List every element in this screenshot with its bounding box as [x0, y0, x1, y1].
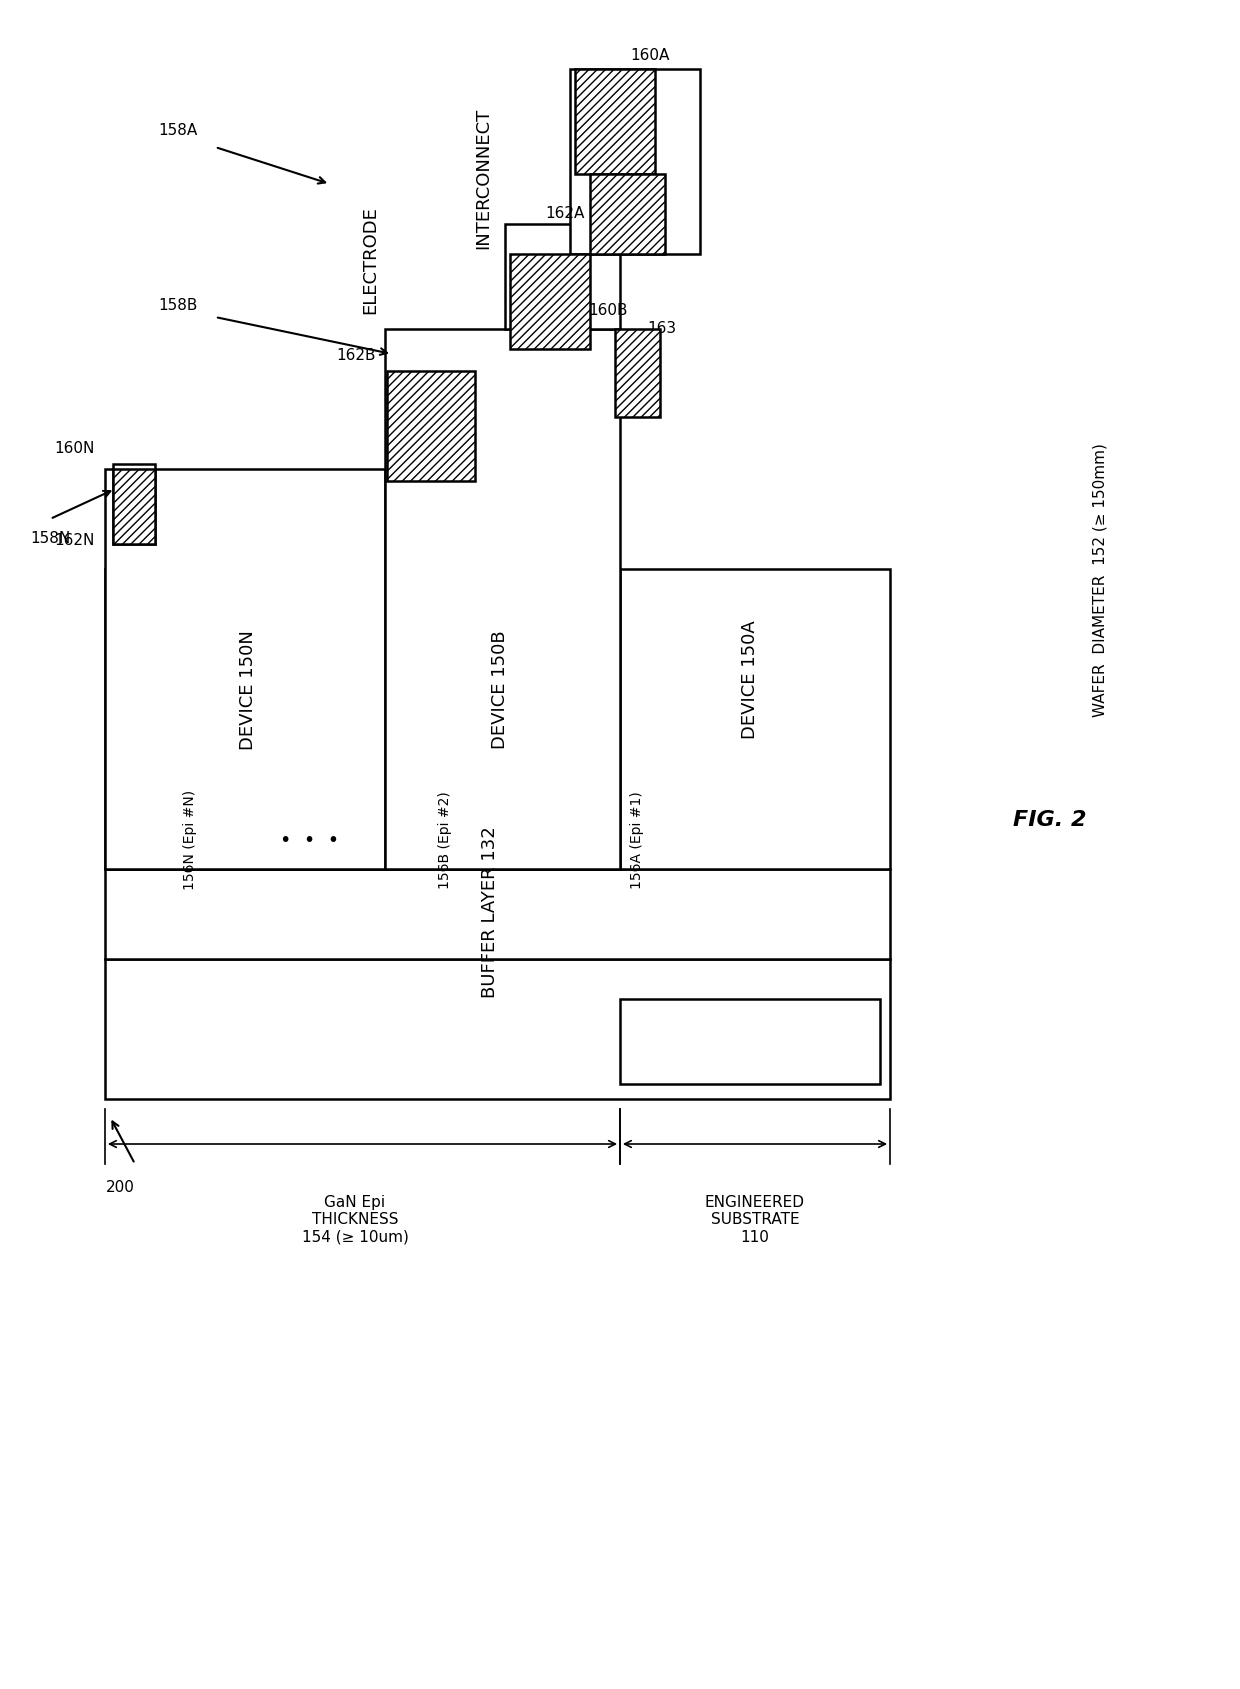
Bar — [202, 799, 229, 870]
Bar — [387, 372, 475, 481]
Text: DEVICE 150B: DEVICE 150B — [491, 630, 508, 748]
Text: 163: 163 — [415, 454, 444, 470]
Bar — [105, 959, 890, 1100]
Bar — [244, 799, 272, 870]
Bar — [113, 470, 155, 544]
Text: 162N: 162N — [55, 532, 95, 547]
Bar — [615, 329, 660, 417]
Text: 158A: 158A — [159, 122, 197, 137]
Bar — [113, 464, 155, 544]
Text: •  •  •: • • • — [280, 829, 340, 850]
Text: 158B: 158B — [159, 297, 197, 312]
Bar — [160, 799, 188, 870]
Bar — [505, 225, 620, 329]
Text: FIG. 2: FIG. 2 — [1013, 809, 1086, 829]
Bar — [620, 1000, 880, 1084]
Bar — [105, 569, 890, 870]
Bar — [575, 69, 655, 176]
Text: ELECTRODE: ELECTRODE — [361, 206, 379, 314]
Text: GaN Epi
THICKNESS
154 (≥ 10um): GaN Epi THICKNESS 154 (≥ 10um) — [301, 1194, 408, 1245]
Text: 200: 200 — [105, 1181, 134, 1194]
Bar — [118, 799, 146, 870]
Text: DEVICE 150N: DEVICE 150N — [239, 630, 257, 750]
Bar — [570, 69, 701, 255]
Text: 158N: 158N — [30, 530, 71, 546]
Bar — [484, 799, 512, 870]
Text: DEVICE 150A: DEVICE 150A — [742, 620, 759, 740]
Bar — [401, 799, 428, 870]
Text: 160A: 160A — [630, 47, 670, 62]
Text: 160B: 160B — [588, 302, 627, 318]
Bar — [441, 799, 470, 870]
Text: 156A (Epi #1): 156A (Epi #1) — [630, 790, 644, 888]
Bar — [384, 329, 620, 870]
Bar — [105, 870, 890, 959]
Text: 162A: 162A — [546, 206, 584, 220]
Bar — [510, 255, 590, 350]
Text: 156B (Epi #2): 156B (Epi #2) — [438, 790, 453, 888]
Text: 156N (Epi #N): 156N (Epi #N) — [184, 789, 197, 890]
Bar — [590, 176, 665, 255]
Text: 160N: 160N — [55, 441, 95, 456]
Text: BUFFER LAYER 132: BUFFER LAYER 132 — [481, 826, 498, 997]
Text: 162B: 162B — [336, 348, 376, 361]
Bar — [105, 470, 384, 870]
Text: WAFER  DIAMETER  152 (≥ 150mm): WAFER DIAMETER 152 (≥ 150mm) — [1092, 443, 1107, 716]
Text: 163: 163 — [647, 321, 676, 336]
Text: INTERCONNECT: INTERCONNECT — [474, 108, 492, 248]
Text: ENGINEERED
SUBSTRATE
110: ENGINEERED SUBSTRATE 110 — [706, 1194, 805, 1245]
